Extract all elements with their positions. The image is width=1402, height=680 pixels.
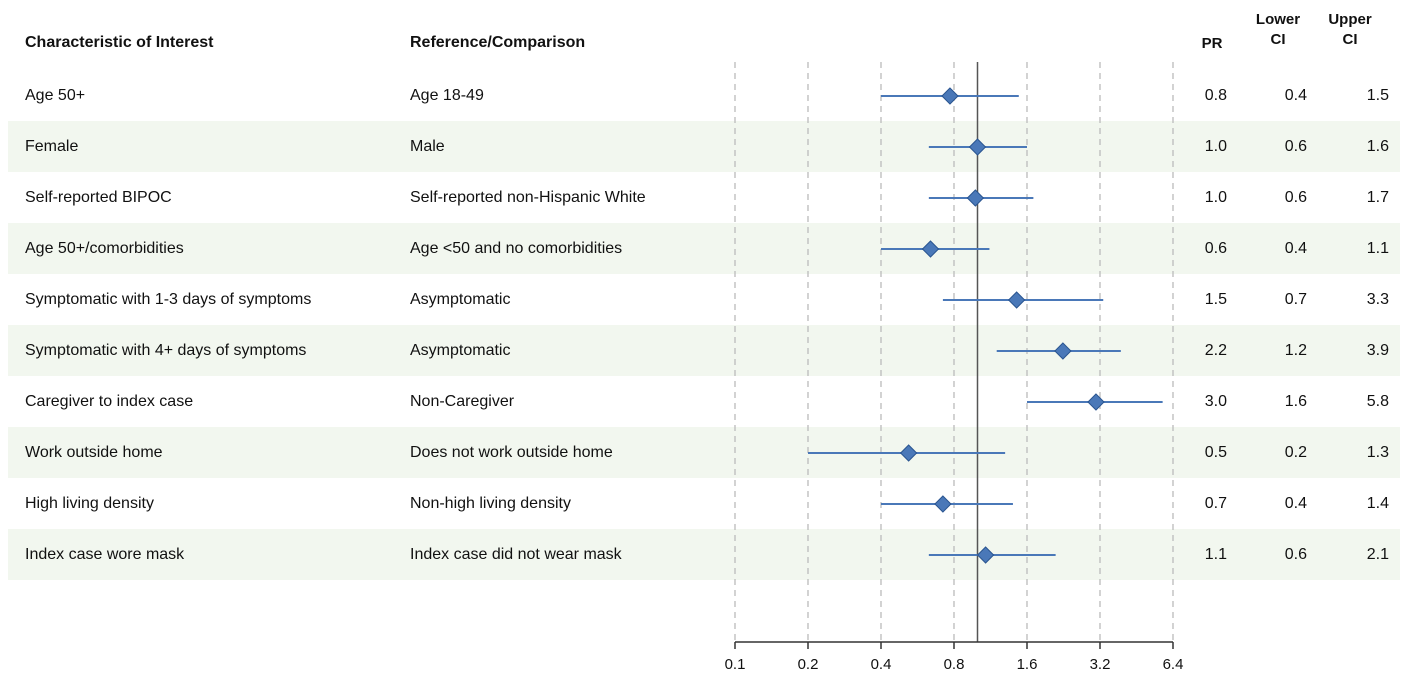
row-lower-ci: 0.4 [1284,495,1307,512]
row-upper-ci: 1.7 [1366,189,1389,206]
row-pr: 1.0 [1204,189,1227,206]
row-reference: Index case did not wear mask [410,546,622,563]
row-characteristic: Self-reported BIPOC [25,189,172,206]
row-reference: Does not work outside home [410,444,613,461]
row-reference: Age <50 and no comorbidities [410,240,623,257]
row-stripe [8,427,1400,478]
x-tick-label: 0.4 [871,656,892,673]
row-upper-ci: 5.8 [1366,393,1389,410]
row-lower-ci: 0.6 [1284,546,1307,563]
pr-marker [934,495,952,513]
row-pr: 1.1 [1204,546,1227,563]
header-pr: PR [1201,35,1223,52]
pr-marker [1007,291,1026,309]
pr-marker [1054,342,1072,360]
row-stripe [8,325,1400,376]
row-stripe [8,529,1400,580]
x-tick-label: 0.8 [944,656,965,673]
row-upper-ci: 1.5 [1366,87,1389,104]
row-upper-ci: 2.1 [1366,546,1389,563]
x-tick-label: 1.6 [1017,656,1038,673]
row-characteristic: High living density [25,495,154,512]
row-stripe [8,121,1400,172]
row-pr: 1.0 [1204,138,1227,155]
row-reference: Asymptomatic [410,291,511,308]
x-tick-label: 0.1 [725,656,746,673]
pr-marker [966,189,985,207]
row-pr: 0.8 [1204,87,1227,104]
x-tick-label: 0.2 [798,656,819,673]
pr-marker [921,240,940,258]
header-lower-ci: Lower CI [1253,10,1303,50]
pr-marker [899,444,918,462]
row-characteristic: Work outside home [25,444,163,461]
row-lower-ci: 0.7 [1284,291,1307,308]
row-reference: Asymptomatic [410,342,511,359]
row-lower-ci: 1.2 [1284,342,1307,359]
row-upper-ci: 3.3 [1366,291,1389,308]
header-upper-line2: CI [1342,31,1358,48]
row-lower-ci: 0.6 [1284,138,1307,155]
header-upper-line1: Upper [1328,11,1372,28]
header-lower-line1: Lower [1255,11,1301,28]
pr-marker [1087,393,1105,411]
row-reference: Male [410,138,445,155]
row-pr: 1.5 [1204,291,1227,308]
row-characteristic: Symptomatic with 4+ days of symptoms [25,342,307,359]
header-characteristic: Characteristic of Interest [25,34,214,51]
pr-marker [968,138,987,156]
row-pr: 0.5 [1204,444,1227,461]
row-reference: Non-high living density [410,495,571,512]
pr-marker [941,87,959,105]
row-reference: Non-Caregiver [410,393,515,410]
row-lower-ci: 0.6 [1284,189,1307,206]
pr-marker [976,546,995,564]
row-characteristic: Age 50+/comorbidities [25,240,184,257]
row-lower-ci: 0.4 [1284,240,1307,257]
header-upper-ci: Upper CI [1322,10,1378,50]
x-tick-label: 3.2 [1090,656,1111,673]
row-characteristic: Symptomatic with 1-3 days of symptoms [25,291,312,308]
row-characteristic: Age 50+ [25,87,86,104]
x-tick-label: 6.4 [1163,656,1184,673]
row-reference: Self-reported non-Hispanic White [410,189,646,206]
header-reference: Reference/Comparison [410,34,586,51]
row-upper-ci: 1.6 [1366,138,1389,155]
row-upper-ci: 1.4 [1366,495,1389,512]
row-lower-ci: 0.4 [1284,87,1307,104]
row-pr: 0.6 [1204,240,1227,257]
row-characteristic: Caregiver to index case [25,393,194,410]
row-upper-ci: 1.1 [1366,240,1389,257]
row-pr: 3.0 [1204,393,1227,410]
row-characteristic: Female [25,138,79,155]
row-stripe [8,223,1400,274]
row-upper-ci: 3.9 [1366,342,1389,359]
row-upper-ci: 1.3 [1366,444,1389,461]
row-lower-ci: 1.6 [1284,393,1307,410]
row-lower-ci: 0.2 [1284,444,1307,461]
row-pr: 2.2 [1204,342,1227,359]
row-reference: Age 18-49 [410,87,484,104]
row-pr: 0.7 [1204,495,1227,512]
row-characteristic: Index case wore mask [25,546,185,563]
header-lower-line2: CI [1270,31,1286,48]
